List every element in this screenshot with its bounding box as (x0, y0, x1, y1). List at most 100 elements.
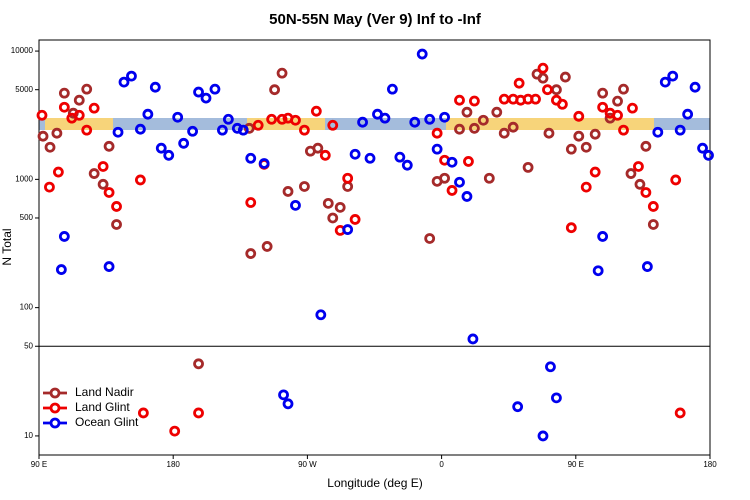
point (537, 72, 549, 84)
legend-marker (49, 387, 61, 399)
point (477, 114, 489, 126)
point (647, 201, 659, 212)
point (37, 130, 49, 142)
y-tick-label: 500 (20, 213, 34, 222)
x-axis-label: Longitude (deg E) (327, 476, 422, 490)
point (103, 261, 115, 272)
point (612, 109, 623, 121)
point (512, 401, 524, 413)
point (491, 106, 503, 118)
point (498, 127, 510, 139)
point (364, 152, 376, 164)
point (209, 83, 221, 95)
point (612, 95, 623, 107)
point (44, 141, 56, 153)
point (231, 122, 243, 134)
point (137, 407, 149, 419)
point (439, 111, 450, 123)
point (543, 127, 555, 139)
point (682, 108, 694, 120)
point (597, 87, 609, 99)
point (111, 201, 122, 212)
y-axis-label: N Total (0, 228, 14, 265)
point (647, 219, 659, 230)
point (299, 124, 310, 136)
point (652, 126, 664, 138)
point (446, 156, 458, 168)
point (551, 84, 562, 96)
point (498, 93, 510, 105)
point (513, 77, 525, 89)
point (357, 116, 368, 128)
point (689, 81, 701, 93)
x-tick-label: 90 W (298, 460, 317, 469)
point (559, 71, 571, 83)
point (530, 93, 541, 105)
legend-label: Ocean Glint (75, 415, 139, 429)
point (261, 241, 273, 252)
point (634, 178, 646, 190)
point (52, 166, 64, 178)
point (424, 233, 436, 244)
point (193, 86, 204, 98)
point (394, 151, 406, 163)
point (299, 181, 310, 192)
point (200, 92, 212, 104)
point (551, 392, 562, 404)
point (97, 178, 109, 190)
point (349, 148, 361, 160)
point (193, 358, 204, 370)
point (580, 181, 592, 193)
point (386, 83, 398, 95)
x-tick-label: 180 (167, 460, 181, 469)
point (58, 101, 70, 113)
point (51, 127, 63, 139)
legend-label: Land Nadir (75, 385, 134, 399)
point (431, 127, 443, 139)
point (618, 124, 629, 136)
point (187, 125, 198, 137)
point (178, 137, 190, 149)
point (674, 124, 686, 136)
point (507, 121, 519, 133)
point (589, 128, 601, 140)
point (252, 119, 264, 131)
point (537, 430, 549, 442)
point (266, 113, 278, 125)
point (467, 333, 479, 345)
point (193, 407, 204, 419)
point (172, 111, 184, 123)
y-tick-label: 10000 (11, 46, 34, 55)
point (674, 407, 686, 419)
point (379, 112, 391, 124)
point (58, 87, 70, 99)
x-tick-label: 90 E (31, 460, 47, 469)
point (103, 140, 115, 152)
point (697, 142, 708, 154)
point (597, 101, 609, 113)
point (217, 124, 228, 136)
point (589, 166, 601, 178)
point (469, 95, 480, 107)
legend-marker (49, 402, 61, 414)
land-strip (45, 118, 113, 130)
x-tick-label: 90 E (568, 460, 584, 469)
point (73, 109, 85, 121)
point (469, 122, 480, 134)
point (640, 187, 652, 198)
point (670, 174, 682, 186)
point (416, 48, 428, 60)
point (58, 231, 70, 242)
point (126, 70, 137, 82)
point (282, 398, 294, 410)
plot-frame (38, 39, 711, 456)
point (401, 159, 413, 171)
point (322, 197, 334, 209)
point (237, 124, 249, 136)
point (163, 149, 175, 161)
point (112, 126, 124, 138)
point (580, 141, 592, 153)
point (36, 109, 48, 121)
point (142, 108, 154, 120)
x-tick-label: 180 (703, 460, 717, 469)
